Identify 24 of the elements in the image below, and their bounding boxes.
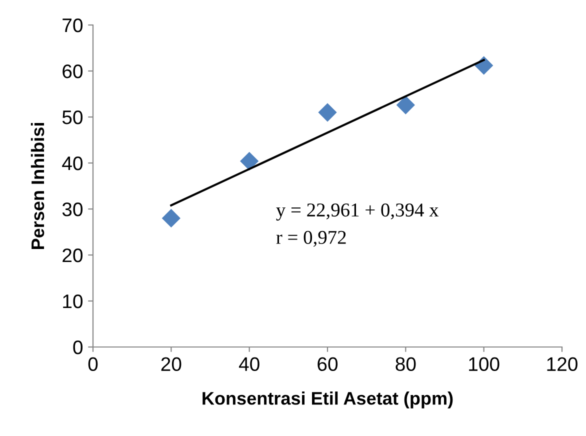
y-tick-label: 20 <box>62 248 83 262</box>
point <box>318 103 337 122</box>
y-tick-label: 50 <box>62 110 83 124</box>
y-tick-label: 10 <box>63 294 83 308</box>
y-tick-label: 40 <box>62 156 83 170</box>
x-tick-label: 80 <box>396 357 416 372</box>
point <box>396 96 415 114</box>
point <box>474 56 494 75</box>
y-axis-title: Persen Inhibisi <box>30 123 44 250</box>
x-tick-label: 100 <box>469 357 500 372</box>
x-axis-title: Konsentrasi Etil Asetat (ppm) <box>202 392 453 408</box>
x-tick-label: 40 <box>238 357 260 372</box>
x-tick-label: 120 <box>547 357 578 372</box>
x-tick-label: 60 <box>318 357 338 372</box>
x-tick-label: 0 <box>88 357 98 372</box>
y-tick-label: 30 <box>62 202 83 216</box>
y-tick-label: 0 <box>73 340 83 354</box>
point <box>240 152 259 170</box>
y-tick-label: 70 <box>62 18 83 32</box>
x-tick-label: 20 <box>161 357 182 372</box>
point <box>162 208 180 228</box>
annotation: y = 22,961 + 0,394 x <box>276 203 439 221</box>
y-tick-label: 60 <box>62 64 83 78</box>
annotation: r = 0,972 <box>276 230 346 247</box>
